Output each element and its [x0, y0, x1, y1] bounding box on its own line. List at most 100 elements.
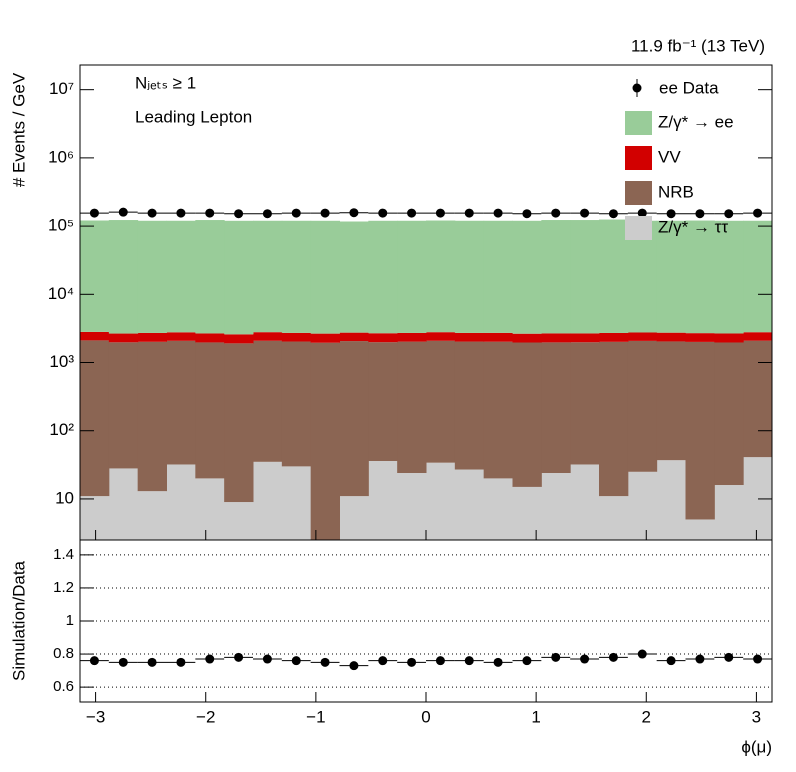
data-point	[753, 208, 763, 218]
ratio-point	[291, 656, 301, 666]
ratio-point	[637, 649, 647, 659]
histogram-bar	[656, 332, 686, 342]
y-tick-label: 1.4	[53, 546, 74, 563]
histogram-bar	[224, 220, 254, 335]
histogram-bar	[224, 502, 254, 540]
histogram-bar	[599, 496, 629, 540]
histogram-bar	[339, 496, 369, 540]
selection: Leading Lepton	[135, 107, 252, 126]
ratio-point	[464, 656, 474, 666]
data-point	[435, 208, 445, 218]
y-tick-label: 10⁶	[48, 147, 74, 166]
data-point	[118, 207, 128, 217]
histogram-bar	[310, 220, 340, 334]
y-tick-label: 0.8	[53, 645, 74, 662]
ratio-point	[234, 652, 244, 662]
y-tick-label: 10²	[49, 420, 74, 439]
x-tick-label: −3	[86, 707, 105, 726]
histogram-bar	[512, 333, 542, 343]
histogram-bar	[253, 332, 283, 341]
histogram-bar	[541, 333, 571, 343]
ratio-point	[205, 654, 215, 664]
data-point	[637, 208, 647, 218]
y-tick-label: 10³	[49, 352, 74, 371]
histogram-bar	[253, 340, 283, 462]
histogram-bar	[339, 332, 369, 342]
y-tick-label: 10⁷	[49, 79, 74, 98]
histogram-bar	[512, 342, 542, 487]
ratio-point	[695, 654, 705, 664]
data-point	[234, 209, 244, 219]
histogram-bar	[483, 332, 513, 342]
histogram-bar	[224, 343, 254, 503]
histogram-bar	[80, 331, 110, 341]
data-point	[262, 209, 272, 219]
histogram-bar	[397, 472, 427, 540]
ratio-point	[522, 656, 532, 666]
legend-label: Z/γ* → ττ	[658, 217, 728, 236]
histogram-bar	[281, 466, 312, 540]
histogram-bar	[483, 478, 513, 540]
histogram-bar	[80, 496, 110, 540]
ratio-point	[176, 657, 186, 667]
data-point	[176, 208, 186, 218]
histogram-bar	[166, 340, 196, 465]
histogram-bar	[743, 332, 773, 341]
legend-swatch	[625, 216, 652, 240]
ratio-point	[435, 656, 445, 666]
ratio-point	[580, 654, 590, 664]
histogram-bar	[368, 460, 398, 540]
histogram-bar	[541, 220, 571, 334]
histogram-bar	[397, 220, 427, 333]
data-point	[89, 208, 99, 218]
y-tick-label: 1.2	[53, 579, 74, 596]
histogram-bar	[483, 220, 513, 333]
ratio-point	[89, 656, 99, 666]
ratio-point	[147, 657, 157, 667]
histogram-bar	[195, 342, 225, 479]
histogram-bar	[714, 485, 744, 540]
ratio-point	[666, 656, 676, 666]
ratio-point	[551, 652, 561, 662]
histogram-bar	[454, 469, 485, 540]
histogram-bar	[339, 341, 369, 497]
histogram-bar	[166, 332, 196, 341]
histogram-bar	[195, 478, 225, 540]
data-point	[724, 209, 734, 219]
data-point	[407, 208, 417, 218]
histogram-bar	[195, 333, 225, 343]
histogram-bar	[426, 220, 456, 333]
histogram-bar	[253, 220, 283, 333]
histogram-bar	[137, 341, 167, 492]
histogram-bar	[368, 333, 398, 343]
legend-label: VV	[658, 147, 681, 166]
data-point	[147, 208, 157, 218]
histogram-bar	[541, 472, 571, 540]
histogram-bar	[137, 491, 167, 540]
histogram-bar	[454, 341, 485, 470]
x-tick-label: 2	[642, 707, 651, 726]
histogram-bar	[108, 220, 139, 334]
histogram-bar	[454, 220, 485, 333]
y-label: # Events / GeV	[9, 72, 28, 187]
y-tick-label: 1	[66, 612, 74, 629]
histogram-bar	[685, 519, 715, 540]
histogram-bar	[80, 220, 110, 332]
histogram-bar	[426, 462, 456, 540]
histogram-bar	[714, 220, 744, 334]
data-point	[205, 208, 215, 218]
histogram-bar	[685, 220, 715, 334]
x-tick-label: 1	[531, 707, 540, 726]
ratio-point	[349, 661, 359, 671]
histogram-bar	[195, 220, 225, 334]
histogram-bar	[656, 341, 686, 461]
ratio-point	[608, 652, 618, 662]
data-point	[320, 208, 330, 218]
ratio-point	[407, 657, 417, 667]
histogram-bar	[599, 332, 629, 342]
ratio-point	[724, 652, 734, 662]
histogram-bar	[426, 340, 456, 463]
y-tick-label: 0.6	[53, 678, 74, 695]
njets: Nⱼₑₜₛ ≥ 1	[135, 73, 196, 92]
histogram-bar	[426, 332, 456, 341]
